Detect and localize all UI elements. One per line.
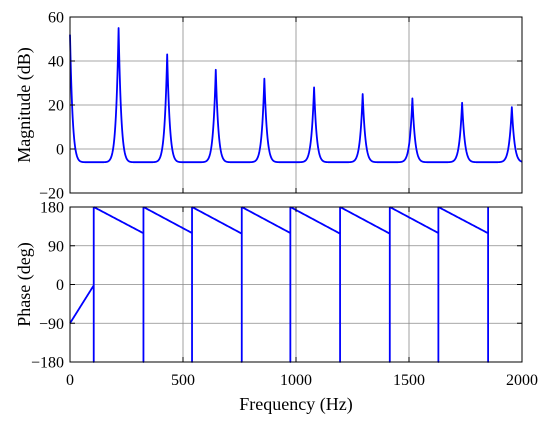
y-tick-label: 40 [48, 54, 64, 71]
y-tick-label: 180 [40, 200, 64, 217]
plot-panel-2 [69, 206, 523, 363]
y-tick-label: −180 [31, 355, 64, 372]
x-tick-label: 2000 [506, 372, 538, 389]
x-tick-label: 500 [171, 372, 195, 389]
x-tick-label: 0 [66, 372, 74, 389]
y-tick-label: 20 [48, 98, 64, 115]
y-tick-label: 0 [56, 277, 64, 294]
y-tick-label: 0 [56, 142, 64, 159]
y-tick-label: 90 [48, 238, 64, 255]
series-line [69, 27, 523, 164]
y-axis-label: Phase (deg) [14, 242, 35, 326]
y-axis-label: Magnitude (dB) [14, 47, 35, 162]
x-tick-label: 1000 [280, 372, 312, 389]
x-tick-label: 1500 [393, 372, 425, 389]
y-tick-label: −20 [39, 186, 64, 203]
x-axis-label: Frequency (Hz) [239, 394, 352, 415]
y-tick-label: −90 [39, 316, 64, 333]
plot-panel-1 [69, 16, 523, 194]
y-tick-label: 60 [48, 10, 64, 27]
series-line [69, 206, 489, 363]
